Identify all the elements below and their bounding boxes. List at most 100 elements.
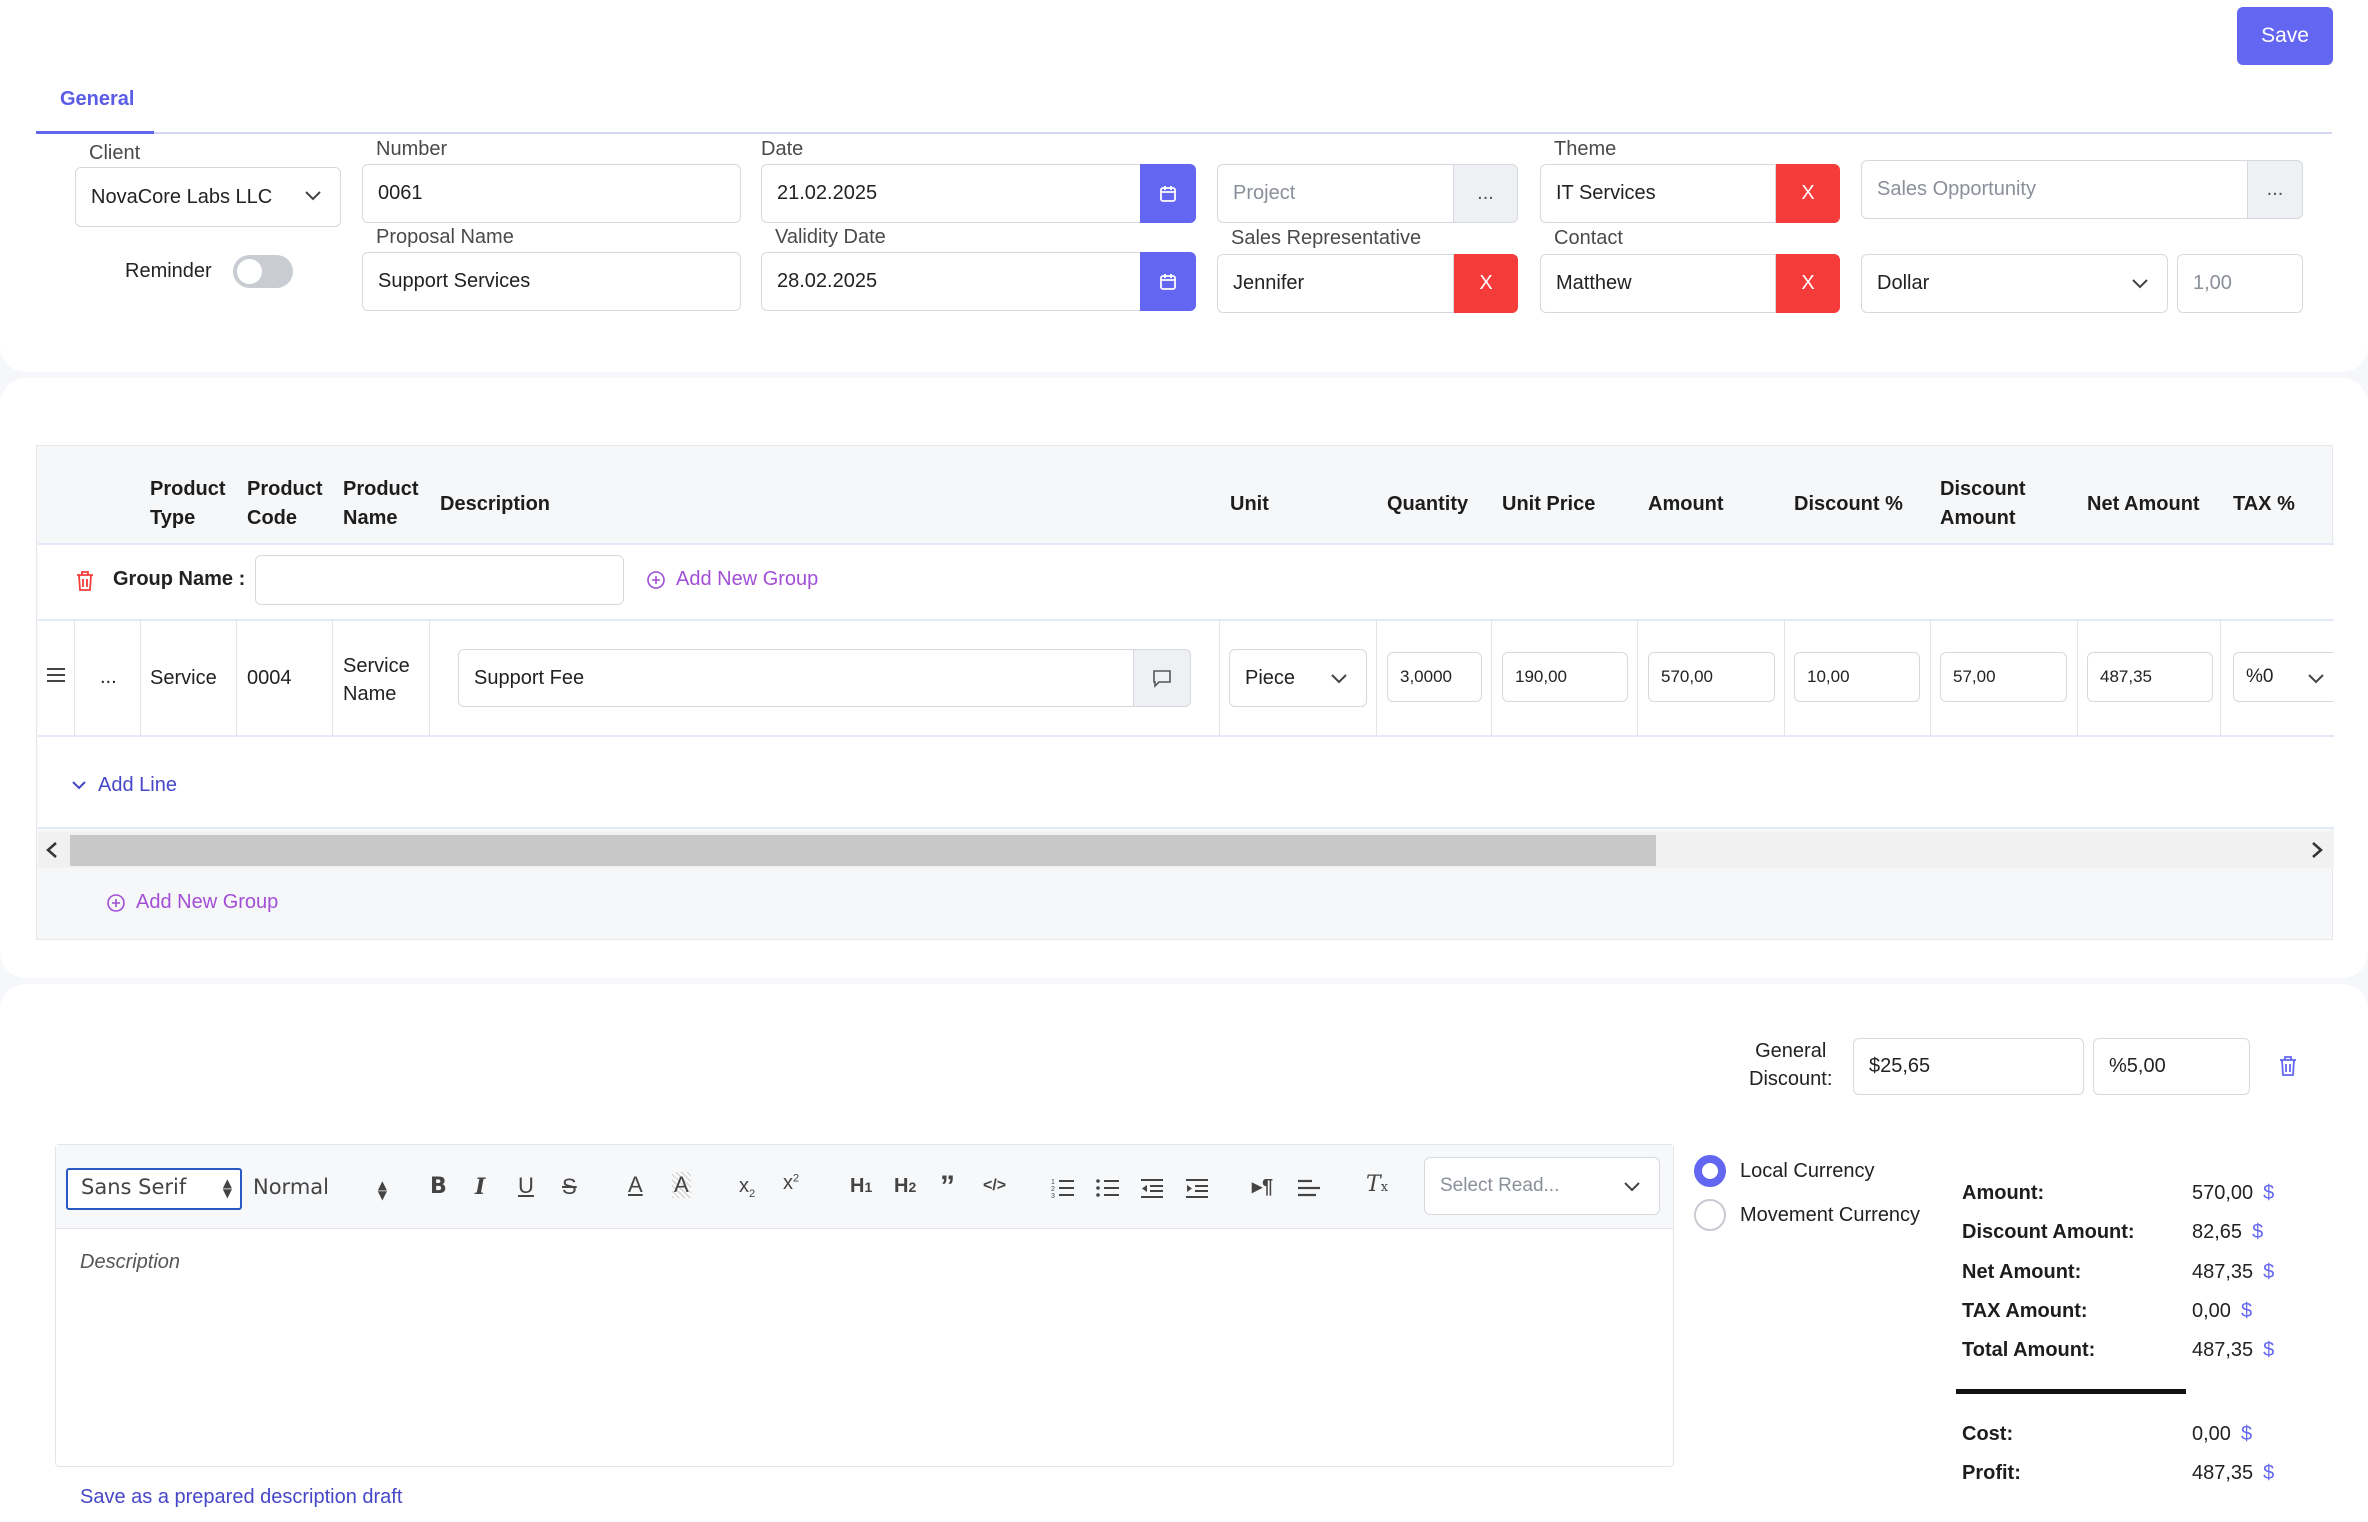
- blockquote-icon[interactable]: ”: [940, 1170, 955, 1203]
- currency-select[interactable]: Dollar: [1861, 254, 2168, 313]
- validity-date-input[interactable]: 28.02.2025: [761, 252, 1141, 311]
- scroll-right-icon[interactable]: [2310, 841, 2324, 859]
- sales-rep-clear-button[interactable]: X: [1454, 254, 1518, 313]
- row-tax-select[interactable]: %0: [2233, 652, 2333, 702]
- project-placeholder: Project: [1233, 182, 1296, 204]
- bold-icon[interactable]: B: [430, 1174, 447, 1199]
- th-description: Description: [440, 493, 551, 515]
- tab-general[interactable]: General: [60, 88, 135, 110]
- row-discount-pct-input[interactable]: 10,00: [1794, 652, 1920, 702]
- indent-icon[interactable]: [1185, 1178, 1209, 1198]
- font-family-select[interactable]: Sans Serif ▲ ▼: [66, 1168, 242, 1210]
- row-quantity-input[interactable]: 3,0000: [1387, 652, 1482, 702]
- heading2-icon[interactable]: H2: [894, 1175, 917, 1197]
- theme-input[interactable]: IT Services: [1540, 164, 1776, 223]
- local-currency-radio[interactable]: Local Currency: [1694, 1155, 1875, 1187]
- total-amount-label: Amount:: [1962, 1182, 2045, 1204]
- save-draft-link[interactable]: Save as a prepared description draft: [80, 1486, 403, 1508]
- number-input[interactable]: 0061: [362, 164, 741, 223]
- project-input[interactable]: Project: [1217, 164, 1454, 223]
- proposal-name-input[interactable]: Support Services: [362, 252, 741, 311]
- validity-date-label: Validity Date: [775, 226, 886, 248]
- validity-date-picker-button[interactable]: [1140, 252, 1196, 311]
- editor-toolbar: [56, 1145, 1673, 1229]
- underline-icon[interactable]: U: [518, 1173, 534, 1198]
- chevron-down-icon: [2308, 674, 2324, 684]
- sales-opportunity-placeholder: Sales Opportunity: [1877, 178, 2036, 200]
- chevron-down-icon: [72, 780, 86, 789]
- date-input[interactable]: 21.02.2025: [761, 164, 1141, 223]
- sales-rep-label: Sales Representative: [1231, 227, 1422, 249]
- add-new-group-link-top[interactable]: Add New Group: [646, 568, 818, 591]
- exchange-rate-input[interactable]: 1,00: [2177, 254, 2303, 313]
- theme-clear-button[interactable]: X: [1776, 164, 1840, 223]
- superscript-icon[interactable]: x2: [783, 1172, 800, 1194]
- client-select[interactable]: NovaCore Labs LLC: [75, 167, 341, 227]
- calendar-icon: [1160, 273, 1176, 290]
- bullet-list-icon[interactable]: [1096, 1178, 1120, 1198]
- text-direction-icon[interactable]: ▸¶: [1252, 1176, 1274, 1198]
- italic-icon[interactable]: I: [475, 1174, 486, 1200]
- row-net-amount-input[interactable]: 487,35: [2087, 652, 2213, 702]
- totals-divider: [1956, 1389, 2186, 1394]
- col-divider: [332, 621, 333, 737]
- trash-icon[interactable]: [2278, 1055, 2298, 1077]
- font-size-select[interactable]: Normal ▲ ▼: [253, 1170, 387, 1212]
- reminder-toggle[interactable]: [233, 255, 293, 288]
- row-description-input[interactable]: Support Fee: [458, 649, 1134, 707]
- ready-description-select[interactable]: Select Read...: [1424, 1157, 1660, 1215]
- theme-label: Theme: [1554, 138, 1617, 160]
- add-line-row: [38, 737, 2334, 829]
- general-discount-label: General Discount:: [1749, 1040, 1833, 1090]
- add-new-group-link-bottom[interactable]: Add New Group: [106, 891, 278, 914]
- text-color-icon[interactable]: A: [628, 1172, 643, 1197]
- outdent-icon[interactable]: [1140, 1178, 1164, 1198]
- contact-input[interactable]: Matthew: [1540, 254, 1776, 313]
- movement-currency-radio[interactable]: Movement Currency: [1694, 1199, 1920, 1231]
- total-discount-value: 82,65 $: [2192, 1221, 2264, 1243]
- scroll-left-icon[interactable]: [45, 841, 59, 859]
- tab-underline: [36, 132, 2332, 134]
- strikethrough-icon[interactable]: S: [562, 1174, 577, 1199]
- total-amount-value: 570,00 $: [2192, 1182, 2275, 1204]
- clear-format-icon[interactable]: Tx: [1366, 1172, 1389, 1197]
- col-divider: [1491, 621, 1492, 737]
- chevron-down-icon: [305, 191, 321, 201]
- scrollbar-thumb[interactable]: [70, 835, 1656, 866]
- heading1-icon[interactable]: H1: [850, 1175, 873, 1197]
- background-color-icon[interactable]: A: [672, 1172, 691, 1198]
- row-discount-amount-input[interactable]: 57,00: [1940, 652, 2067, 702]
- chevron-down-icon: [1331, 674, 1347, 684]
- description-editor[interactable]: Description: [80, 1251, 181, 1273]
- toggle-knob: [237, 259, 262, 284]
- sales-opportunity-lookup-button[interactable]: ...: [2247, 160, 2303, 219]
- row-amount-input[interactable]: 570,00: [1648, 652, 1775, 702]
- client-label: Client: [89, 142, 141, 164]
- sales-opportunity-input[interactable]: Sales Opportunity: [1861, 160, 2248, 219]
- ready-description-placeholder: Select Read...: [1440, 1175, 1560, 1196]
- trash-icon[interactable]: [75, 570, 95, 592]
- group-name-input[interactable]: [255, 555, 624, 605]
- general-discount-amount-input[interactable]: $25,65: [1853, 1038, 2084, 1095]
- col-divider: [1930, 621, 1931, 737]
- save-button[interactable]: Save: [2237, 7, 2333, 65]
- currency-value: Dollar: [1877, 272, 1930, 294]
- code-icon[interactable]: </>: [983, 1177, 1007, 1194]
- row-options-button[interactable]: ...: [100, 666, 117, 688]
- date-picker-button[interactable]: [1140, 164, 1196, 223]
- cost-label: Cost:: [1962, 1423, 2014, 1445]
- chevron-down-icon: [1624, 1182, 1640, 1192]
- row-unit-value: Piece: [1245, 666, 1296, 689]
- ordered-list-icon[interactable]: 123: [1051, 1178, 1075, 1198]
- general-discount-percent-input[interactable]: %5,00: [2093, 1038, 2250, 1095]
- contact-clear-button[interactable]: X: [1776, 254, 1840, 313]
- row-unit-select[interactable]: Piece: [1229, 649, 1367, 707]
- sales-rep-input[interactable]: Jennifer: [1217, 254, 1454, 313]
- add-line-button[interactable]: Add Line: [72, 774, 177, 797]
- project-lookup-button[interactable]: ...: [1453, 164, 1518, 223]
- drag-handle-icon[interactable]: [46, 667, 66, 683]
- align-icon[interactable]: [1297, 1178, 1321, 1198]
- row-description-note-button[interactable]: [1133, 649, 1191, 707]
- row-unit-price-input[interactable]: 190,00: [1502, 652, 1628, 702]
- subscript-icon[interactable]: x2: [739, 1175, 756, 1200]
